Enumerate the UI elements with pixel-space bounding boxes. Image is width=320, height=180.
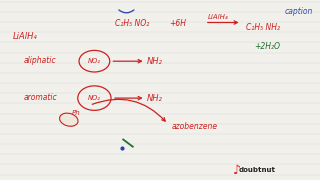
Text: LiAlH₄: LiAlH₄	[13, 31, 37, 40]
Text: C₂H₅ NO₂: C₂H₅ NO₂	[115, 19, 149, 28]
Text: NH₂: NH₂	[147, 94, 163, 103]
Text: aromatic: aromatic	[24, 93, 58, 102]
Text: NH₂: NH₂	[147, 57, 163, 66]
Text: doubtnut: doubtnut	[239, 167, 276, 173]
Text: ♪: ♪	[233, 164, 241, 177]
Text: Ph: Ph	[72, 109, 81, 116]
Text: +6H: +6H	[170, 19, 187, 28]
Text: caption: caption	[285, 7, 313, 16]
Text: azobenzene: azobenzene	[171, 122, 217, 131]
Text: +2H₂O: +2H₂O	[254, 42, 280, 51]
Text: NO₂: NO₂	[88, 58, 101, 64]
Text: aliphatic: aliphatic	[24, 56, 57, 65]
Ellipse shape	[60, 113, 78, 126]
Text: NO₂: NO₂	[88, 95, 101, 101]
Text: C₂H₅ NH₂: C₂H₅ NH₂	[246, 22, 280, 32]
Text: LiAlH₄: LiAlH₄	[208, 14, 228, 20]
